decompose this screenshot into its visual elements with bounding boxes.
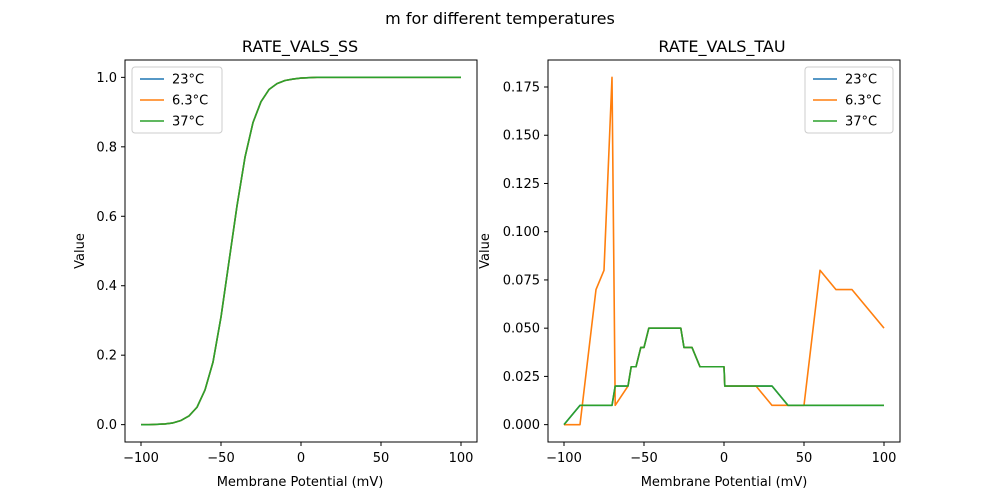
chart-tau-xtick-label: 0 bbox=[720, 451, 728, 466]
chart-tau-xtick-label: 50 bbox=[796, 451, 813, 466]
chart-tau-legend-label: 23°C bbox=[845, 73, 877, 88]
chart-ss-legend-box bbox=[131, 66, 223, 134]
chart-ss-ytick-label: 0.6 bbox=[96, 210, 117, 225]
chart-ss: RATE_VALS_SS −100 −50 0 50 100 0.0 0.2 0.4 0.6 0.… bbox=[73, 37, 478, 490]
chart-tau-ytick-label: 0.175 bbox=[503, 81, 540, 96]
chart-tau-legend-label: 6.3°C bbox=[845, 94, 881, 109]
chart-ss-xtick-label: 0 bbox=[297, 451, 305, 466]
chart-tau-legend-box bbox=[804, 66, 894, 134]
chart-tau-series-line bbox=[563, 327, 884, 426]
chart-ss-series-line bbox=[141, 76, 461, 426]
chart-ss-ytick-label: 1.0 bbox=[96, 71, 117, 86]
chart-ss-legend-label: 6.3°C bbox=[172, 94, 208, 109]
chart-tau-ytick-label: 0.050 bbox=[503, 322, 540, 337]
chart-tau-legend: 23°C 6.3°C 37°C bbox=[804, 66, 894, 134]
chart-tau-ytick-label: 0.150 bbox=[503, 129, 540, 144]
chart-ss-ytick-label: 0.0 bbox=[96, 418, 117, 433]
chart-tau-xlabel: Membrane Potential (mV) bbox=[641, 475, 808, 490]
chart-tau: RATE_VALS_TAU −100 −50 0 50 100 0.000 0.025 0.0… bbox=[478, 37, 901, 490]
chart-ss-ytick-label: 0.2 bbox=[96, 349, 117, 364]
chart-ss-legend-label: 37°C bbox=[172, 115, 204, 130]
chart-ss-xtick-label: −100 bbox=[123, 451, 159, 466]
chart-tau-ytick-label: 0.100 bbox=[503, 225, 540, 240]
chart-ss-xlabel: Membrane Potential (mV) bbox=[217, 475, 384, 490]
chart-tau-ytick-label: 0.000 bbox=[503, 418, 540, 433]
chart-tau-xtick-label: −100 bbox=[546, 451, 582, 466]
chart-tau-title: RATE_VALS_TAU bbox=[658, 37, 785, 57]
chart-tau-ytick-label: 0.025 bbox=[503, 370, 540, 385]
chart-ss-title: RATE_VALS_SS bbox=[242, 37, 358, 57]
chart-tau-legend-label: 37°C bbox=[845, 115, 877, 130]
chart-tau-xtick-label: −50 bbox=[630, 451, 657, 466]
chart-tau-ytick-label: 0.125 bbox=[503, 177, 540, 192]
chart-ss-xtick-label: 50 bbox=[373, 451, 390, 466]
chart-tau-xtick-label: 100 bbox=[872, 451, 897, 466]
chart-ss-legend: 23°C 6.3°C 37°C bbox=[131, 66, 223, 134]
chart-ss-ylabel: Value bbox=[73, 233, 88, 269]
chart-ss-xtick-label: −50 bbox=[207, 451, 234, 466]
figure-suptitle: m for different temperatures bbox=[385, 9, 615, 28]
chart-ss-ytick-label: 0.4 bbox=[96, 279, 117, 294]
chart-ss-xtick-label: 100 bbox=[449, 451, 474, 466]
chart-ss-ytick-label: 0.8 bbox=[96, 140, 117, 155]
chart-ss-legend-label: 23°C bbox=[172, 73, 204, 88]
chart-tau-ylabel: Value bbox=[478, 233, 493, 269]
chart-tau-ytick-label: 0.075 bbox=[503, 273, 540, 288]
